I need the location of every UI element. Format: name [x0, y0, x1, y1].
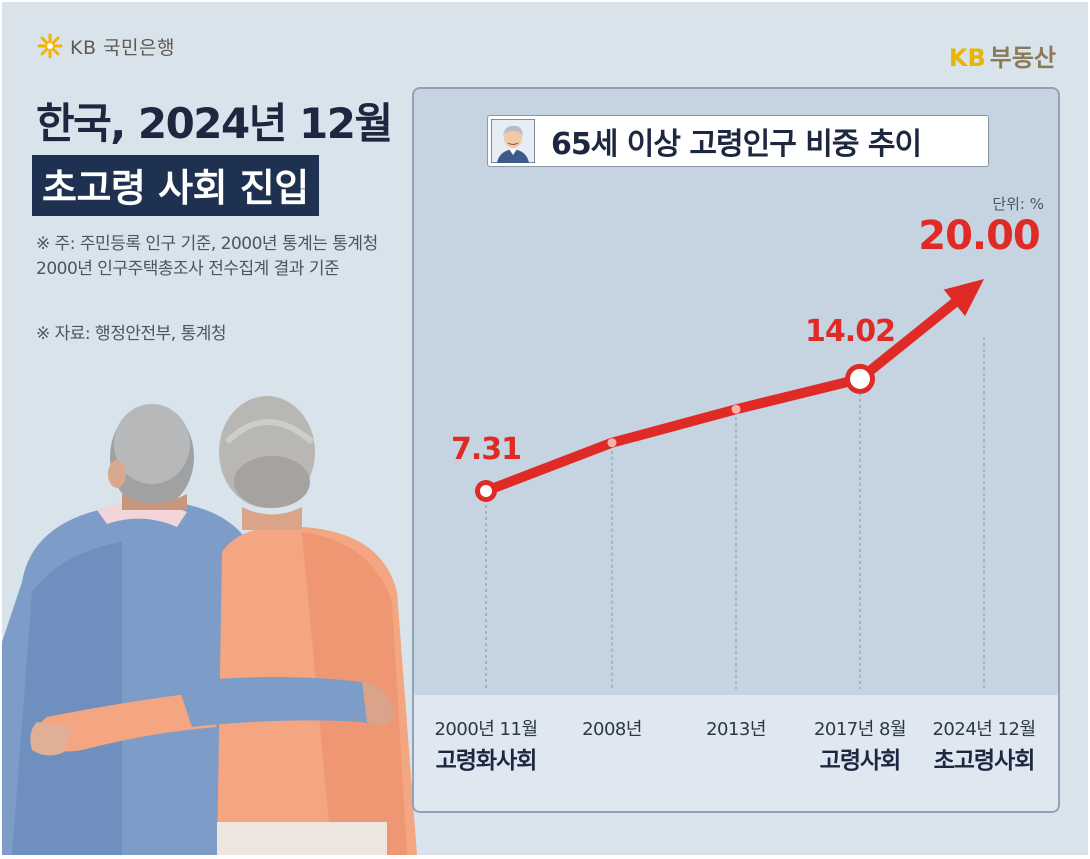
data-point [607, 438, 617, 448]
x-tick-label: 2017년 8월 [813, 719, 907, 740]
x-tick-label: 2008년 [582, 719, 642, 740]
data-point [731, 404, 741, 414]
kb-real-estate-logo: KB 부동산 [949, 38, 1056, 73]
x-tick-label: 2000년 11월 [434, 719, 538, 740]
data-point-highlight-center [850, 368, 870, 389]
kb-kookmin-bank-logo: KB 국민은행 [36, 32, 175, 60]
series-arrowhead [943, 279, 984, 317]
x-tick-label: 2013년 [706, 719, 766, 740]
line-chart-plot: 7.31 14.02 20.00 [451, 213, 1041, 689]
elderly-avatar-icon [491, 119, 535, 163]
chart-unit-label: 단위: % [992, 195, 1044, 213]
chart-title: 65세 이상 고령인구 비중 추이 [551, 127, 922, 162]
x-milestone-label: 고령화사회 [435, 748, 538, 774]
x-tick-label: 2024년 12월 [932, 719, 1036, 740]
chart-panel: 65세 이상 고령인구 비중 추이 단위: % 7.31 14.02 20.00 2… [412, 87, 1060, 813]
kb-real-estate-prefix: KB [948, 44, 986, 72]
data-point-highlight-center [480, 485, 492, 497]
elderly-couple-image [2, 396, 417, 855]
kb-bank-name: KB 국민은행 [70, 36, 175, 59]
note-basis: ※ 주: 주민등록 인구 기준, 2000년 통계는 통계청 2000년 인구주… [36, 234, 378, 279]
kb-real-estate-name: 부동산 [989, 44, 1056, 72]
headline-subtitle: 초고령 사회 진입 [32, 155, 319, 216]
chart-title-box: 65세 이상 고령인구 비중 추이 [487, 115, 989, 167]
note-source: ※ 자료: 행정안전부, 통계청 [36, 324, 227, 344]
chart-axis-band [414, 695, 1058, 811]
data-label: 20.00 [918, 213, 1040, 259]
headline-title: 한국, 2024년 12월 [36, 99, 393, 148]
x-milestone-label: 고령사회 [819, 748, 902, 774]
kb-star-icon [37, 33, 63, 59]
data-label: 7.31 [451, 432, 521, 467]
x-milestone-label: 초고령사회 [933, 748, 1036, 774]
data-label: 14.02 [805, 314, 895, 349]
